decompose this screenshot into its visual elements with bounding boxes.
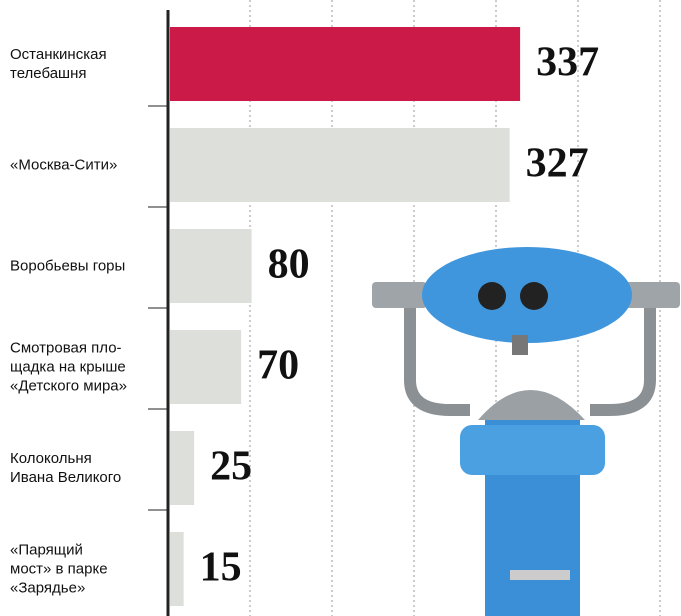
bar <box>170 532 184 606</box>
bar <box>170 431 194 505</box>
dome <box>478 390 585 420</box>
bar <box>170 330 241 404</box>
value-label: 327 <box>526 141 589 187</box>
collar <box>460 425 605 475</box>
category-label: Воробьевы горы <box>10 257 160 276</box>
stem <box>512 335 528 355</box>
value-label: 15 <box>200 545 242 591</box>
lens <box>478 282 506 310</box>
chart-svg: 337 327 80 70 25 15 <box>0 0 681 616</box>
band <box>510 570 570 580</box>
value-label: 337 <box>536 40 599 86</box>
category-label: «Москва-Сити» <box>10 156 160 175</box>
category-label: Смотровая пло- щадка на крыше «Детского … <box>10 339 160 396</box>
bar <box>170 27 520 101</box>
lens <box>520 282 548 310</box>
category-label: «Парящий мост» в парке «Зарядье» <box>10 541 160 598</box>
category-label: Колокольня Ивана Великого <box>10 449 160 487</box>
viewer-illustration <box>372 247 680 616</box>
bar <box>170 229 252 303</box>
category-label: Останкинская телебашня <box>10 45 160 83</box>
value-label: 70 <box>257 343 299 389</box>
chart: 337 327 80 70 25 15 Останкинская телебашня «Мо… <box>0 0 681 616</box>
bolt <box>625 282 680 308</box>
value-label: 25 <box>210 444 252 490</box>
bolt <box>372 282 427 308</box>
bar <box>170 128 510 202</box>
value-label: 80 <box>268 242 310 288</box>
